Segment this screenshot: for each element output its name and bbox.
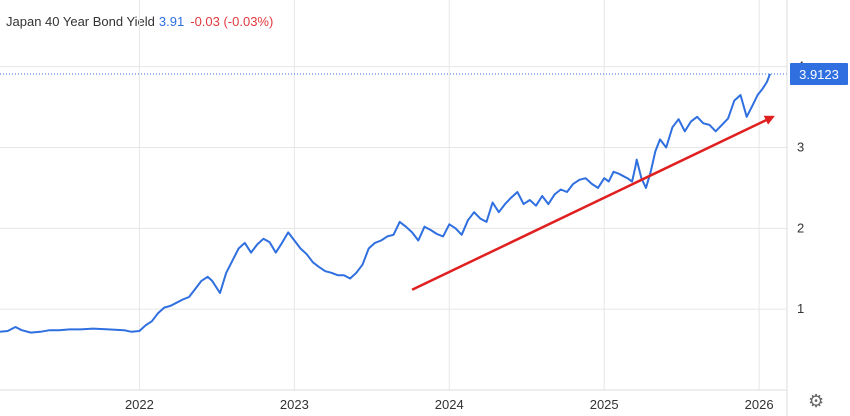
chart-title: Japan 40 Year Bond Yield bbox=[6, 14, 155, 29]
grid bbox=[0, 0, 787, 390]
x-tick-label: 2026 bbox=[745, 397, 774, 412]
gear-icon[interactable]: ⚙ bbox=[808, 391, 825, 411]
last-value-badge: 3.9123 bbox=[790, 62, 848, 85]
last-value-badge-text: 3.9123 bbox=[799, 67, 839, 82]
y-tick-label: 1 bbox=[797, 301, 804, 316]
y-tick-label: 2 bbox=[797, 220, 804, 235]
annotation-layer bbox=[411, 115, 775, 291]
x-tick-label: 2024 bbox=[435, 397, 464, 412]
last-value: 3.91 bbox=[158, 14, 185, 29]
series-layer bbox=[0, 73, 771, 334]
change-value: -0.03 (-0.03%) bbox=[190, 14, 274, 29]
x-tick-label: 2022 bbox=[125, 397, 154, 412]
last-value-badge-bg bbox=[790, 62, 848, 85]
trend-arrow bbox=[411, 115, 775, 291]
y-tick-label: 3 bbox=[797, 140, 804, 155]
x-tick-label: 2023 bbox=[280, 397, 309, 412]
series-line bbox=[0, 73, 771, 334]
x-tick-label: 2025 bbox=[590, 397, 619, 412]
axes: 123420222023202420252026 bbox=[0, 0, 804, 416]
chart-header: Japan 40 Year Bond Yield 3.91 -0.03 (-0.03… bbox=[6, 14, 273, 29]
